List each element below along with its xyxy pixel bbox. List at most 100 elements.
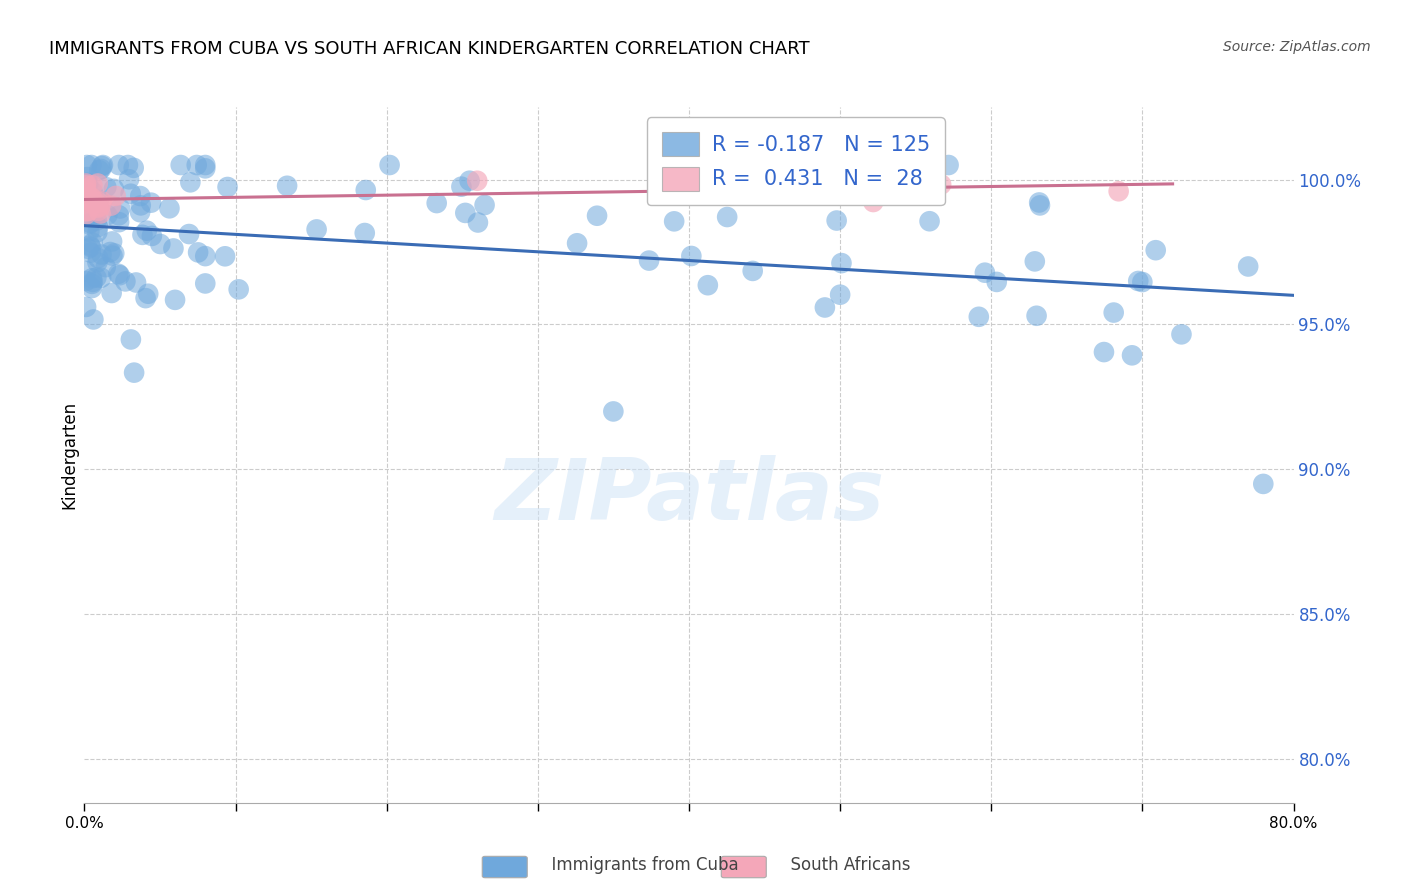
Point [165, 293, 187, 307]
Point [131, 227, 153, 242]
Point [120, 333, 142, 347]
Point [87, 201, 110, 215]
Point [75, 193, 97, 207]
Point [194, 249, 217, 263]
Point [86, 225, 108, 239]
Point [450, 179, 472, 194]
Point [938, 158, 960, 172]
Legend: R = -0.187   N = 125, R =  0.431   N =  28: R = -0.187 N = 125, R = 0.431 N = 28 [647, 118, 945, 205]
Point [79, 238, 101, 252]
Point [90, 247, 112, 261]
Point [77, 203, 100, 218]
Point [87, 219, 110, 234]
Point [565, 236, 588, 251]
Point [76, 170, 98, 185]
Point [122, 366, 145, 380]
Point [228, 282, 250, 296]
Point [1029, 198, 1052, 212]
Point [662, 214, 685, 228]
Point [354, 183, 377, 197]
Y-axis label: Kindergarten: Kindergarten [60, 401, 79, 509]
Point [179, 175, 201, 189]
Point [120, 186, 142, 201]
Point [87, 251, 110, 265]
Point [79, 190, 101, 204]
Point [353, 226, 375, 240]
Point [276, 178, 298, 193]
Point [186, 158, 208, 172]
Point [80, 277, 103, 291]
Point [80, 191, 103, 205]
Point [122, 161, 145, 175]
Point [108, 268, 131, 283]
Point [100, 285, 122, 300]
Point [76, 158, 98, 172]
Text: IMMIGRANTS FROM CUBA VS SOUTH AFRICAN KINDERGARTEN CORRELATION CHART: IMMIGRANTS FROM CUBA VS SOUTH AFRICAN KI… [49, 40, 810, 58]
Point [76, 201, 98, 215]
Point [775, 180, 797, 194]
Point [830, 256, 852, 270]
Point [141, 228, 163, 243]
Point [75, 191, 97, 205]
Point [75, 185, 97, 199]
Point [82, 235, 104, 250]
Point [170, 158, 193, 172]
Point [76, 204, 98, 219]
Point [82, 178, 104, 193]
Point [830, 287, 852, 301]
Point [1102, 305, 1125, 319]
Point [75, 264, 97, 278]
Point [136, 286, 159, 301]
Point [87, 177, 110, 191]
Point [90, 270, 112, 285]
Point [973, 266, 995, 280]
Point [426, 196, 449, 211]
Point [108, 208, 131, 222]
Point [101, 249, 124, 263]
Point [1130, 275, 1153, 289]
Point [862, 194, 884, 209]
Point [1237, 260, 1260, 274]
Point [86, 213, 108, 227]
Point [194, 158, 217, 172]
Point [76, 176, 98, 190]
Point [90, 161, 112, 176]
Point [80, 271, 103, 285]
Point [217, 180, 239, 194]
Point [108, 202, 131, 216]
Point [80, 281, 103, 295]
Point [96, 208, 118, 222]
Point [1108, 184, 1130, 198]
Point [378, 158, 401, 172]
Point [741, 264, 763, 278]
Text: ZIPatlas: ZIPatlas [494, 455, 884, 538]
Point [103, 182, 125, 196]
Point [118, 172, 141, 186]
Point [108, 215, 131, 229]
Point [159, 202, 181, 216]
Point [474, 198, 496, 212]
Point [929, 178, 952, 192]
Point [84, 195, 107, 210]
Point [90, 206, 112, 220]
Text: South Africans: South Africans [780, 855, 911, 873]
Point [80, 158, 103, 172]
Point [918, 214, 941, 228]
Point [77, 177, 100, 191]
Point [1253, 476, 1275, 491]
Point [814, 301, 837, 315]
Point [77, 224, 100, 238]
Point [82, 312, 104, 326]
Point [100, 199, 122, 213]
Point [87, 203, 110, 218]
Point [89, 199, 111, 213]
Point [86, 255, 108, 269]
Point [1144, 243, 1167, 257]
Point [86, 270, 108, 285]
Point [82, 275, 104, 289]
Point [79, 216, 101, 230]
Point [129, 198, 152, 212]
Point [101, 235, 124, 249]
Point [82, 185, 104, 199]
Point [187, 245, 209, 260]
